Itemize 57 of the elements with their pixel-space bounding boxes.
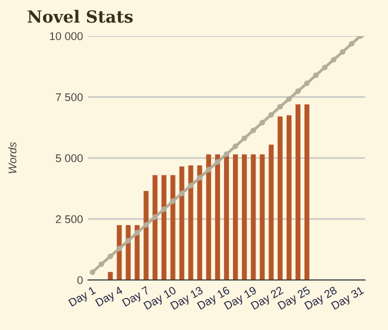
bar <box>206 154 212 280</box>
bar <box>304 104 310 280</box>
point <box>108 254 114 260</box>
bar <box>250 154 256 280</box>
point <box>313 72 319 78</box>
point <box>98 261 104 267</box>
point <box>134 230 140 236</box>
bar <box>108 272 113 280</box>
bar <box>260 154 265 280</box>
point <box>179 190 185 196</box>
point <box>224 151 230 157</box>
bar <box>134 225 140 280</box>
point <box>304 80 310 86</box>
point <box>330 56 337 62</box>
point <box>340 49 346 55</box>
point <box>170 198 176 204</box>
bar <box>152 175 158 280</box>
point <box>348 41 354 47</box>
chart-title: Novel Stats <box>28 10 133 23</box>
bar <box>242 154 247 280</box>
point <box>242 135 248 142</box>
point <box>268 112 274 118</box>
bar <box>179 166 184 280</box>
bar <box>268 144 274 280</box>
point <box>90 269 96 275</box>
point <box>143 222 149 228</box>
bar <box>161 175 166 280</box>
point <box>206 166 212 172</box>
point <box>295 88 301 94</box>
bar <box>296 104 300 280</box>
point <box>116 246 122 252</box>
point <box>322 64 328 70</box>
point <box>259 120 266 126</box>
point <box>125 238 131 244</box>
y-tick-label: 5 000 <box>56 154 83 162</box>
y-tick-label: 10 000 <box>50 32 83 40</box>
point <box>277 104 283 110</box>
bar <box>232 154 238 280</box>
bar <box>278 116 283 280</box>
y-tick-label: 0 <box>77 276 83 284</box>
point <box>286 96 292 102</box>
point <box>196 174 202 181</box>
bar <box>144 190 149 280</box>
y-axis-title: Words <box>8 142 16 174</box>
point <box>152 214 158 220</box>
y-tick-label: 7 500 <box>56 93 83 102</box>
bar <box>286 115 292 280</box>
point <box>188 182 194 188</box>
point <box>250 128 256 134</box>
y-tick-label: 2 500 <box>56 215 83 224</box>
bar <box>170 175 176 280</box>
bar <box>197 165 202 280</box>
bar <box>224 154 229 280</box>
point <box>161 206 167 212</box>
point <box>214 159 220 165</box>
bar <box>215 154 220 280</box>
point <box>232 144 238 150</box>
